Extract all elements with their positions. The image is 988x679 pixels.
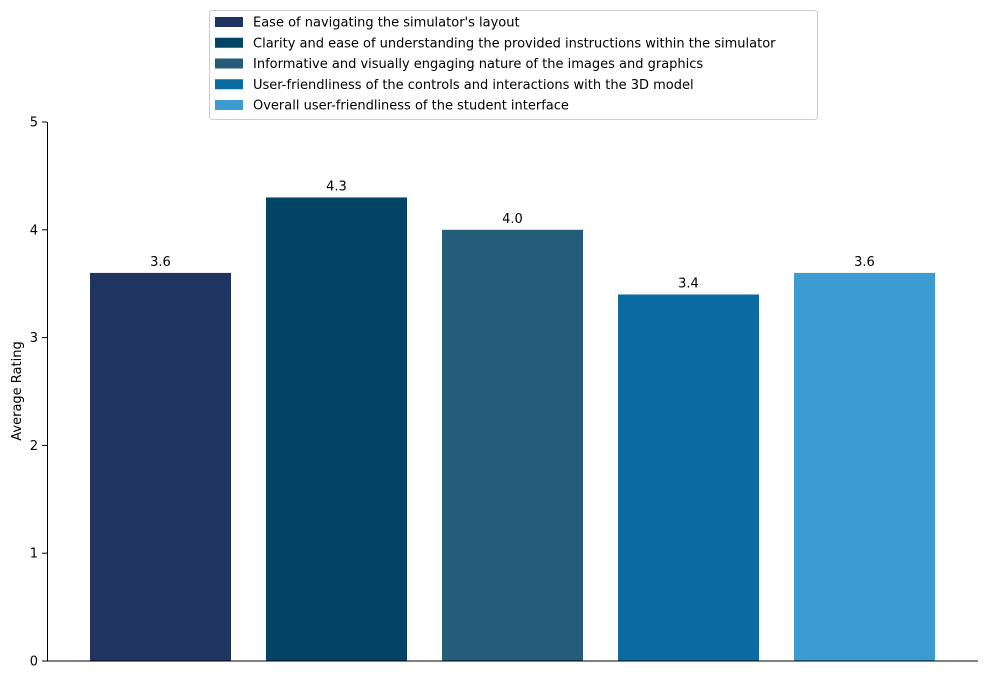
- legend-swatch: [215, 17, 243, 27]
- bar-value-label: 3.6: [150, 255, 171, 270]
- legend-swatch: [215, 37, 243, 48]
- legend-swatch: [215, 79, 243, 90]
- legend: Ease of navigating the simulator's layou…: [209, 10, 818, 120]
- bar-5: [794, 272, 935, 661]
- bar-3: [442, 229, 583, 662]
- bar-value-label: 4.3: [326, 179, 347, 194]
- legend-label: Informative and visually engaging nature…: [253, 57, 703, 72]
- y-axis-label: Average Rating: [10, 341, 25, 440]
- axes-group: [47, 122, 978, 662]
- legend-label: User-friendliness of the controls and in…: [253, 78, 694, 93]
- legend-label: Ease of navigating the simulator's layou…: [253, 16, 520, 31]
- y-tick-label: 1: [30, 547, 38, 562]
- bars-group: [90, 197, 935, 662]
- bar-value-label: 4.0: [502, 212, 523, 227]
- legend-swatch: [215, 58, 243, 69]
- bar-value-label: 3.4: [678, 276, 699, 291]
- legend-items: Ease of navigating the simulator's layou…: [215, 16, 776, 114]
- legend-swatch: [215, 100, 243, 110]
- y-ticks-group: 0 1 2 3 4 5: [30, 116, 47, 670]
- y-tick-label: 3: [30, 331, 38, 346]
- y-tick-label: 2: [30, 439, 38, 454]
- data-labels-group: 3.6 4.3 4.0 3.4 3.6: [150, 179, 875, 291]
- bar-4: [618, 294, 759, 661]
- y-tick-label: 0: [30, 655, 38, 670]
- bar-value-label: 3.6: [854, 255, 875, 270]
- bar-2: [266, 197, 407, 661]
- y-tick-label: 5: [30, 116, 38, 131]
- legend-frame: [209, 10, 818, 120]
- legend-label: Overall user-friendliness of the student…: [253, 99, 569, 114]
- y-tick-label: 4: [30, 223, 38, 238]
- legend-label: Clarity and ease of understanding the pr…: [253, 36, 776, 51]
- bar-1: [90, 272, 231, 661]
